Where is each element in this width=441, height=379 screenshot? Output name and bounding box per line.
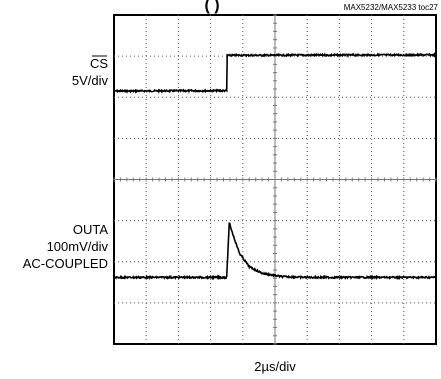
grid (113, 14, 437, 345)
outa-channel-label: OUTA (73, 222, 108, 237)
cs-scale-label: 5V/div (72, 73, 109, 88)
outa-coupling-label: AC-COUPLED (23, 256, 108, 271)
x-axis-label: 2µs/div (254, 359, 296, 374)
part-id-label: MAX5232/MAX5233 toc27 (344, 3, 439, 12)
outa-scale-label: 100mV/div (47, 239, 109, 254)
title-fragment: ( ) (204, 0, 219, 14)
traces (113, 52, 437, 281)
cs-channel-label: CS (90, 56, 108, 71)
cs-trace (113, 52, 437, 94)
outa-trace (113, 222, 437, 281)
